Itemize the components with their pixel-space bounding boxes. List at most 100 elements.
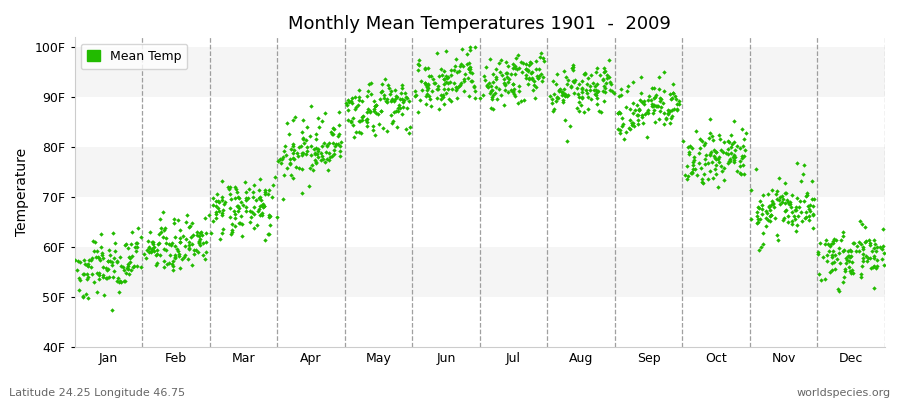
Point bbox=[711, 156, 725, 162]
Point bbox=[867, 285, 881, 292]
Point bbox=[125, 228, 140, 235]
Point bbox=[827, 259, 842, 265]
Point bbox=[518, 61, 533, 68]
Point bbox=[514, 98, 528, 104]
Point bbox=[157, 264, 171, 270]
Point bbox=[777, 215, 791, 222]
Point bbox=[707, 155, 722, 162]
Point bbox=[157, 227, 171, 233]
Point bbox=[246, 188, 260, 195]
Point bbox=[826, 240, 841, 246]
Point bbox=[842, 254, 857, 260]
Point bbox=[122, 271, 136, 278]
Point bbox=[302, 183, 316, 189]
Point bbox=[783, 201, 797, 207]
Point bbox=[434, 92, 448, 98]
Point bbox=[825, 238, 840, 245]
Point bbox=[304, 142, 319, 149]
Point bbox=[846, 240, 860, 246]
Point bbox=[363, 108, 377, 114]
Point bbox=[342, 98, 356, 105]
Point bbox=[868, 264, 883, 271]
Point bbox=[631, 117, 645, 124]
Point bbox=[341, 107, 356, 113]
Point bbox=[789, 222, 804, 228]
Point bbox=[251, 206, 266, 212]
Point bbox=[328, 141, 343, 147]
Point bbox=[218, 199, 232, 205]
Point bbox=[869, 248, 884, 254]
Point bbox=[653, 95, 668, 101]
Point bbox=[865, 248, 879, 254]
Point bbox=[703, 151, 717, 158]
Point bbox=[613, 109, 627, 116]
Point bbox=[561, 77, 575, 83]
Point bbox=[733, 158, 747, 165]
Point bbox=[84, 264, 98, 270]
Title: Monthly Mean Temperatures 1901  -  2009: Monthly Mean Temperatures 1901 - 2009 bbox=[288, 15, 671, 33]
Point bbox=[504, 87, 518, 93]
Point bbox=[464, 77, 479, 84]
Point bbox=[444, 72, 458, 78]
Point bbox=[306, 166, 320, 173]
Point bbox=[842, 264, 857, 270]
Point bbox=[141, 244, 156, 250]
Point bbox=[707, 166, 722, 172]
Point bbox=[94, 250, 109, 256]
Point bbox=[484, 83, 499, 89]
Point bbox=[596, 76, 610, 83]
Point bbox=[514, 58, 528, 65]
Point bbox=[589, 92, 603, 98]
Point bbox=[625, 120, 639, 126]
Point bbox=[833, 236, 848, 243]
Point bbox=[778, 208, 792, 214]
Point bbox=[653, 104, 668, 111]
Point bbox=[104, 306, 119, 313]
Point bbox=[601, 74, 616, 80]
Point bbox=[842, 258, 856, 264]
Point bbox=[325, 131, 339, 138]
Bar bbox=[75, 197, 885, 247]
Point bbox=[590, 81, 604, 87]
Point bbox=[424, 103, 438, 109]
Point bbox=[480, 64, 494, 70]
Point bbox=[261, 231, 275, 237]
Point bbox=[862, 240, 877, 246]
Point bbox=[785, 208, 799, 215]
Point bbox=[147, 244, 161, 250]
Point bbox=[228, 215, 242, 221]
Point bbox=[193, 232, 207, 239]
Point bbox=[596, 77, 610, 83]
Point bbox=[384, 97, 399, 103]
Point bbox=[571, 91, 585, 97]
Point bbox=[307, 146, 321, 152]
Point bbox=[685, 170, 699, 176]
Point bbox=[825, 267, 840, 274]
Point bbox=[616, 121, 630, 128]
Point bbox=[170, 246, 184, 252]
Point bbox=[690, 172, 705, 179]
Point bbox=[397, 97, 411, 104]
Point bbox=[230, 189, 244, 195]
Point bbox=[292, 165, 306, 171]
Point bbox=[167, 251, 182, 258]
Point bbox=[712, 159, 726, 165]
Point bbox=[780, 213, 795, 219]
Point bbox=[210, 208, 224, 215]
Point bbox=[275, 196, 290, 202]
Point bbox=[121, 266, 135, 272]
Point bbox=[176, 254, 191, 260]
Point bbox=[291, 153, 305, 159]
Point bbox=[844, 253, 859, 259]
Point bbox=[81, 261, 95, 268]
Point bbox=[418, 66, 432, 72]
Point bbox=[862, 255, 877, 261]
Point bbox=[248, 196, 263, 203]
Point bbox=[572, 94, 586, 100]
Point bbox=[252, 186, 266, 193]
Point bbox=[437, 101, 452, 107]
Point bbox=[410, 61, 425, 67]
Point bbox=[855, 258, 869, 264]
Point bbox=[782, 201, 796, 207]
Point bbox=[384, 96, 399, 102]
